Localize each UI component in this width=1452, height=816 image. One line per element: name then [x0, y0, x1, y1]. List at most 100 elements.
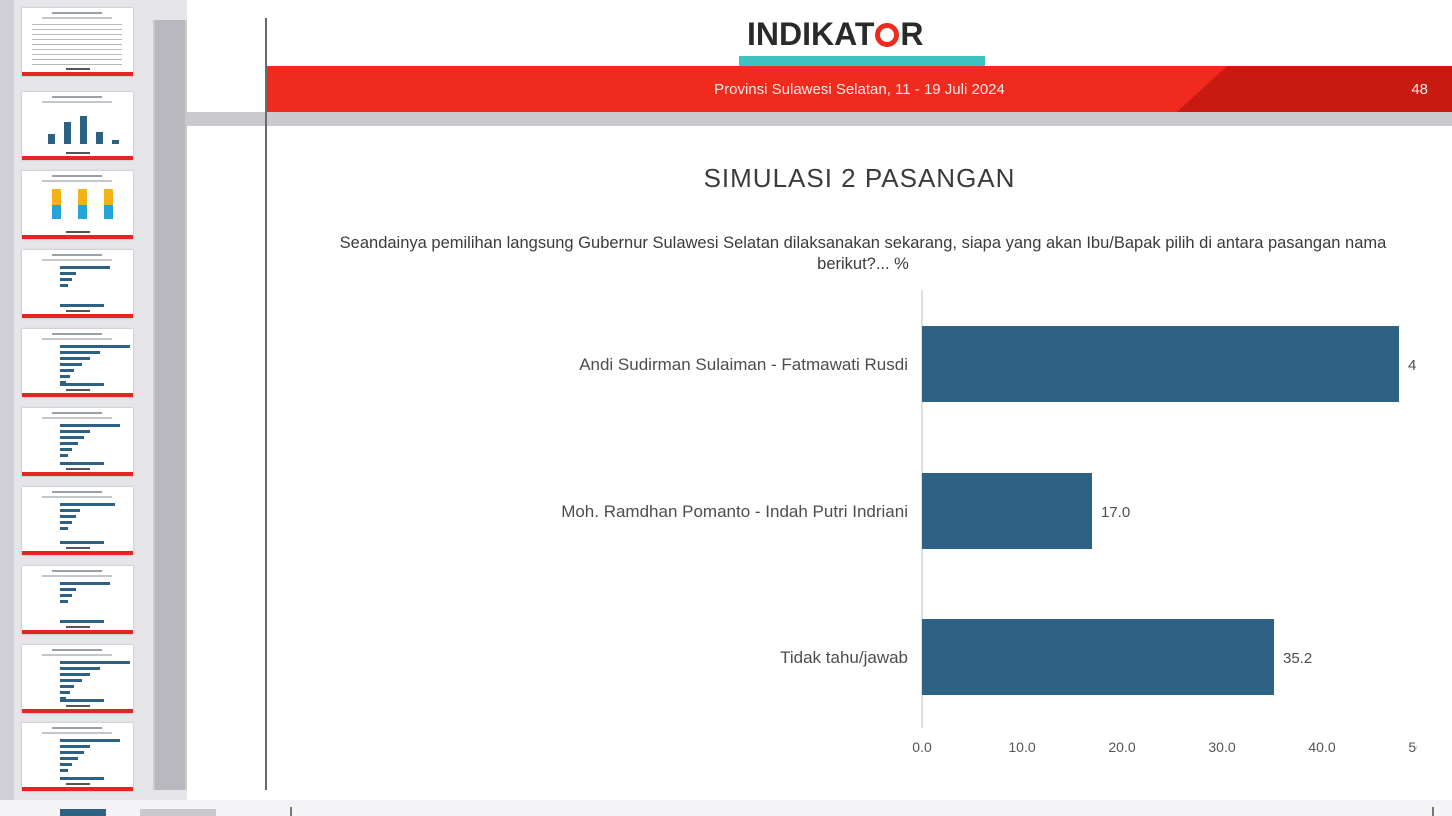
thumbnail-subtitle	[42, 338, 112, 340]
slide-thumbnail[interactable]	[22, 487, 133, 555]
category-label: Tidak tahu/jawab	[780, 648, 908, 667]
thumbnail-footer-label	[66, 152, 90, 154]
header-band: Provinsi Sulawesi Selatan, 11 - 19 Juli …	[267, 66, 1452, 112]
thumbnail-title	[52, 12, 102, 14]
thumbnail-bar	[60, 424, 120, 427]
bar-chart: Andi Sudirman Sulaiman - Fatmawati Rusdi…	[561, 290, 1417, 755]
x-tick-label: 30.0	[1208, 739, 1235, 755]
thumbnail-bar	[60, 345, 130, 348]
data-label: 35.2	[1283, 650, 1312, 667]
current-slide: INDIKAT R Provinsi Sulawesi Selatan, 11 -…	[187, 0, 1452, 800]
peek-rule-right	[1432, 807, 1434, 816]
thumbnail-bar	[60, 751, 84, 754]
thumbnail-bar	[60, 454, 68, 457]
x-tick-label: 50.0	[1408, 739, 1417, 755]
thumbnail-footer-label	[66, 231, 90, 233]
thumbnail-bar	[96, 132, 103, 144]
peek-rule-left	[290, 807, 292, 816]
thumbnail-footer-band	[22, 630, 133, 634]
thumbnail-bar	[60, 679, 82, 682]
slide-thumbnail[interactable]	[22, 408, 133, 476]
thumbnail-bar	[112, 140, 119, 144]
thumbnail-bar	[60, 363, 82, 366]
thumbnail-stack-top	[78, 189, 87, 205]
thumbnail-bar	[60, 521, 72, 524]
x-tick-label: 10.0	[1008, 739, 1035, 755]
slide-left-rule	[265, 18, 267, 790]
thumbnail-bar	[60, 357, 90, 360]
x-tick-label: 40.0	[1308, 739, 1335, 755]
thumbnail-bar	[60, 667, 100, 670]
thumbnail-bar	[60, 462, 104, 465]
thumbnail-bar	[60, 381, 66, 384]
thumbnail-stack-top	[104, 189, 113, 205]
slide-thumbnail[interactable]	[22, 329, 133, 397]
thumbnail-bar	[60, 777, 104, 780]
sidebar-edge	[0, 0, 14, 816]
data-label: 17.0	[1101, 504, 1130, 521]
thumbnail-bar	[60, 442, 78, 445]
thumbnail-bar	[60, 588, 76, 591]
slide-thumbnail[interactable]	[22, 566, 133, 634]
thumbnail-bar	[60, 541, 104, 544]
thumbnail-bar	[60, 620, 104, 623]
thumbnail-footer-label	[66, 705, 90, 707]
thumbnail-table-line	[32, 59, 122, 60]
slide-thumbnail[interactable]	[22, 171, 133, 239]
thumbnail-bar	[60, 685, 74, 688]
thumbnail-title	[52, 333, 102, 335]
thumbnail-bar	[48, 134, 55, 144]
thumbnail-stack-bottom	[78, 205, 87, 219]
thumbnail-bar	[60, 375, 70, 378]
thumbnail-footer-label	[66, 783, 90, 785]
thumbnail-bar	[60, 745, 90, 748]
thumbnail-bar	[60, 691, 70, 694]
thumbnail-bar	[60, 769, 68, 772]
slide-thumbnail[interactable]	[22, 250, 133, 318]
thumbnail-footer-label	[66, 547, 90, 549]
thumbnail-bar	[60, 266, 110, 269]
thumbnail-table-line	[32, 64, 122, 65]
thumbnail-footer-band	[22, 787, 133, 791]
peek-scrollbar	[140, 809, 216, 816]
thumbnail-subtitle	[42, 180, 112, 182]
survey-question: Seandainya pemilihan langsung Gubernur S…	[339, 234, 1387, 273]
thumbnail-footer-band	[22, 235, 133, 239]
thumbnail-footer-band	[22, 72, 133, 76]
thumbnail-bar	[60, 448, 72, 451]
bar	[922, 619, 1274, 695]
thumbnail-bar	[60, 369, 74, 372]
thumbnail-title	[52, 412, 102, 414]
thumbnail-title	[52, 649, 102, 651]
thumbnail-footer-band	[22, 472, 133, 476]
thumbnail-bar	[60, 763, 72, 766]
thumbnail-subtitle	[42, 654, 112, 656]
slide-thumbnail[interactable]	[22, 8, 133, 76]
category-label: Andi Sudirman Sulaiman - Fatmawati Rusdi	[579, 355, 908, 374]
thumbnail-subtitle	[42, 101, 112, 103]
scrollbar-thumb[interactable]	[155, 20, 185, 790]
thumbnail-table-line	[32, 24, 122, 25]
logo-teal-bar	[739, 56, 985, 68]
thumbnail-bar	[60, 757, 78, 760]
thumbnail-subtitle	[42, 17, 112, 19]
slide-thumbnail[interactable]	[22, 92, 133, 160]
data-label: 47.7	[1408, 357, 1417, 374]
thumbnail-title	[52, 570, 102, 572]
thumbnail-subtitle	[42, 575, 112, 577]
thumbnail-stack-top	[52, 189, 61, 205]
thumbnail-bar	[60, 527, 68, 530]
slide-thumbnail[interactable]	[22, 723, 133, 791]
slide-thumbnail-panel[interactable]	[0, 0, 187, 816]
next-slide-peek	[0, 800, 1452, 816]
thumbnail-table-line	[32, 39, 122, 40]
thumbnail-scrollbar[interactable]	[153, 20, 187, 790]
slide-thumbnail[interactable]	[22, 645, 133, 713]
thumbnail-footer-band	[22, 551, 133, 555]
page-number: 48	[1411, 81, 1428, 98]
thumbnail-bar	[60, 436, 84, 439]
thumbnail-bar	[64, 122, 71, 144]
thumbnail-footer-label	[66, 626, 90, 628]
thumbnail-title	[52, 96, 102, 98]
x-tick-label: 20.0	[1108, 739, 1135, 755]
